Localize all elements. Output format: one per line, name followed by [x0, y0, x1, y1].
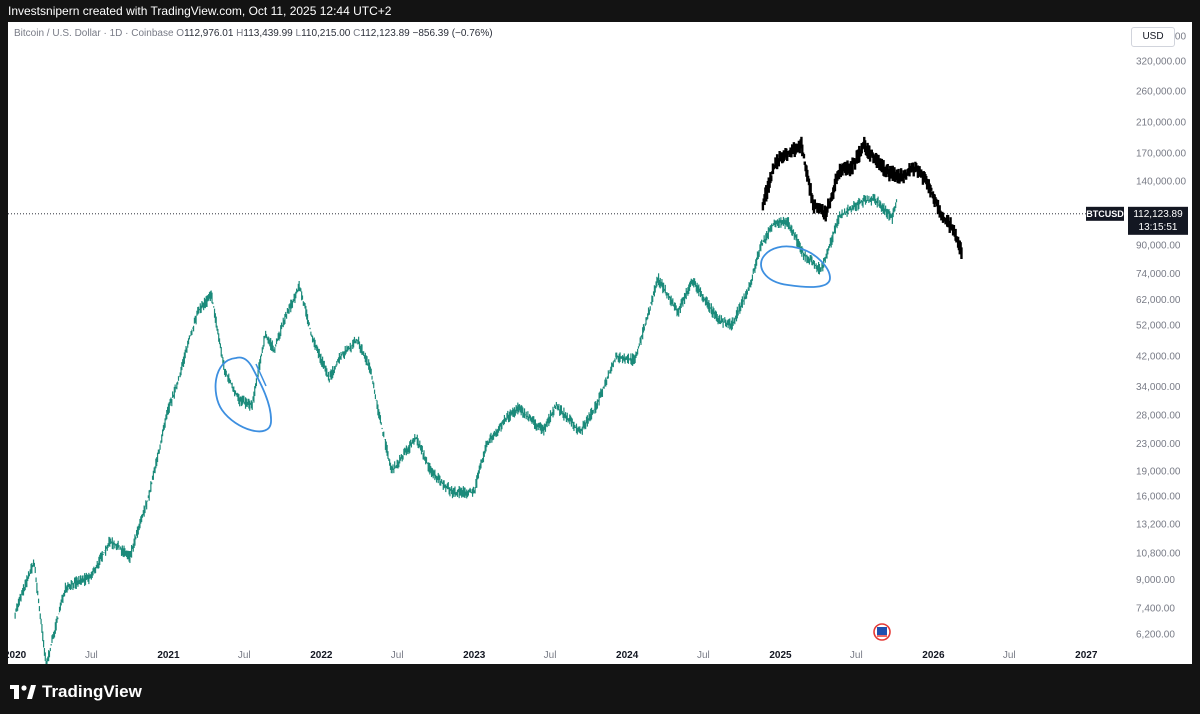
- btc-candle-group: [14, 193, 898, 664]
- y-tick-label: 90,000.00: [1136, 241, 1181, 252]
- y-tick-label: 7,400.00: [1136, 604, 1175, 615]
- x-tick-label: 2024: [616, 650, 639, 661]
- x-tick-label: 2026: [922, 650, 945, 661]
- x-tick-label: Jul: [85, 650, 98, 661]
- chart-svg[interactable]: 380,000.00320,000.00260,000.00210,000.00…: [8, 22, 1192, 664]
- price-tag-bg: [1128, 206, 1188, 235]
- price-tag-countdown: 13:15:51: [1139, 222, 1178, 233]
- price-tag-ticker-bg: [1086, 206, 1124, 221]
- y-tick-label: 74,000.00: [1136, 269, 1181, 280]
- x-tick-label: 2027: [1075, 650, 1098, 661]
- y-tick-label: 28,000.00: [1136, 410, 1181, 421]
- x-tick-label: 2021: [157, 650, 180, 661]
- footer-bar: TradingView: [0, 664, 1200, 714]
- y-tick-label: 140,000.00: [1136, 177, 1186, 188]
- x-tick-label: 2025: [769, 650, 792, 661]
- low-label: L: [295, 28, 302, 39]
- y-tick-label: 62,000.00: [1136, 295, 1181, 306]
- x-tick-label: 2023: [463, 650, 486, 661]
- close-label: C: [353, 28, 361, 39]
- top-bar: Investsnipern created with TradingView.c…: [0, 0, 1200, 22]
- high-label: H: [236, 28, 244, 39]
- x-tick-label: Jul: [391, 650, 404, 661]
- event-flag-icon: [873, 623, 891, 641]
- x-tick-label: Jul: [850, 650, 863, 661]
- y-tick-label: 170,000.00: [1136, 148, 1186, 159]
- currency-button[interactable]: USD: [1131, 27, 1175, 47]
- overlay-candle-group: [761, 136, 963, 259]
- y-tick-label: 260,000.00: [1136, 87, 1186, 98]
- close-value: 112,123.89: [360, 28, 410, 39]
- low-value: 110,215.00: [301, 28, 351, 39]
- tradingview-logo-icon: [10, 685, 36, 699]
- open-label: O: [176, 28, 185, 39]
- y-tick-label: 6,200.00: [1136, 629, 1175, 640]
- y-tick-label: 13,200.00: [1136, 520, 1181, 531]
- price-tag-ticker: BTCUSD: [1086, 209, 1124, 219]
- y-tick-label: 42,000.00: [1136, 351, 1181, 362]
- y-tick-label: 19,000.00: [1136, 467, 1181, 478]
- x-tick-label: Jul: [1003, 650, 1016, 661]
- annotation-stroke: [255, 363, 267, 387]
- event-flag-canton: [877, 627, 887, 635]
- change-value: −856.39 (−0.76%): [412, 28, 493, 39]
- y-tick-label: 16,000.00: [1136, 492, 1181, 503]
- x-tick-label: Jul: [697, 650, 710, 661]
- price-tag-price: 112,123.89: [1133, 209, 1183, 220]
- high-value: 113,439.99: [243, 28, 293, 39]
- y-tick-label: 34,000.00: [1136, 382, 1181, 393]
- header-attribution: Investsnipern created with TradingView.c…: [8, 4, 392, 18]
- price-tag: BTCUSD 112,123.89 13:15:51: [1086, 206, 1188, 235]
- x-tick-label: Jul: [238, 650, 251, 661]
- y-tick-label: 52,000.00: [1136, 320, 1181, 331]
- annotation-circle-2025: [760, 245, 831, 288]
- y-tick-label: 210,000.00: [1136, 118, 1186, 129]
- y-tick-label: 9,000.00: [1136, 575, 1175, 586]
- y-tick-label: 23,000.00: [1136, 439, 1181, 450]
- annotation-circle-2021: [214, 356, 272, 433]
- symbol-name: Bitcoin / U.S. Dollar · 1D · Coinbase: [14, 28, 174, 39]
- symbol-legend: Bitcoin / U.S. Dollar · 1D · Coinbase O1…: [14, 28, 493, 39]
- tradingview-logo[interactable]: TradingView: [10, 682, 142, 702]
- chart-panel[interactable]: 380,000.00320,000.00260,000.00210,000.00…: [8, 22, 1192, 664]
- open-value: 112,976.01: [184, 28, 234, 39]
- y-tick-label: 10,800.00: [1136, 549, 1181, 560]
- x-tick-label: 2022: [310, 650, 333, 661]
- x-tick-label: 2020: [8, 650, 27, 661]
- x-tick-label: Jul: [544, 650, 557, 661]
- brand-name: TradingView: [42, 682, 142, 701]
- y-tick-label: 320,000.00: [1136, 56, 1186, 67]
